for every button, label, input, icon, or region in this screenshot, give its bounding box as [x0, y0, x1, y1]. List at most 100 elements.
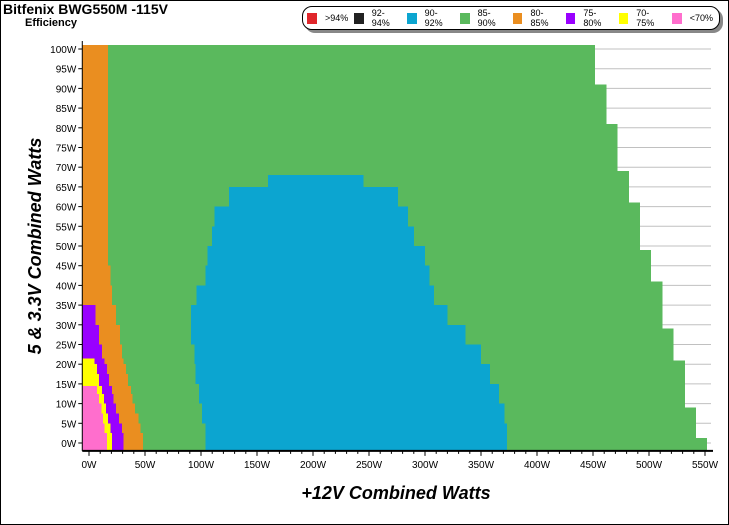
y-tick-label: 80W	[56, 124, 77, 135]
region-75-80	[96, 364, 107, 375]
region-90-92	[212, 226, 414, 246]
region-70-75	[82, 364, 97, 375]
x-tick-label: 150W	[244, 460, 271, 471]
region-90-92	[207, 246, 425, 266]
region-75-80	[82, 324, 100, 345]
y-tick-label: 95W	[56, 65, 77, 76]
region-90-92	[190, 324, 466, 345]
region-70	[82, 385, 97, 394]
x-tick-label: 300W	[412, 460, 439, 471]
region-90-92	[198, 383, 499, 404]
legend-item: 80-85%	[513, 8, 560, 28]
legend-swatch	[565, 12, 576, 24]
x-tick-label: 200W	[300, 460, 327, 471]
legend-item: 70-75%	[618, 8, 666, 28]
legend-item: <70%	[671, 12, 713, 24]
y-tick-label: 60W	[56, 203, 77, 214]
region-70-75	[99, 393, 105, 404]
region-80-85	[82, 45, 109, 266]
legend-swatch	[513, 12, 523, 24]
region-90-92	[268, 175, 364, 187]
region-80-85	[82, 285, 112, 306]
chart-subtitle: Efficiency	[25, 17, 77, 29]
region-70-75	[101, 403, 106, 414]
legend-label: 92-94%	[371, 8, 390, 28]
region-75-80	[104, 393, 114, 404]
legend-swatch	[671, 12, 682, 24]
region-80-85	[111, 385, 131, 394]
y-tick-label: 25W	[56, 341, 77, 352]
legend-swatch	[618, 12, 629, 24]
region-70-75	[104, 423, 111, 434]
x-tick-label: 500W	[636, 460, 663, 471]
x-tick-label: 0W	[82, 460, 98, 471]
chart-title: Bitfenix BWG550M -115V	[3, 1, 168, 17]
y-tick-label: 30W	[56, 321, 77, 332]
y-tick-label: 35W	[56, 301, 77, 312]
region-90-92	[205, 423, 507, 451]
region-90-92	[194, 344, 481, 365]
region-80-85	[82, 265, 111, 286]
region-70-75	[96, 385, 102, 394]
y-tick-label: 70W	[56, 163, 77, 174]
region-70	[82, 403, 102, 414]
region-80-85	[115, 403, 135, 414]
region-75-80	[94, 358, 105, 365]
x-tick-label: 100W	[188, 460, 215, 471]
region-80-85	[123, 433, 143, 451]
legend-item: 92-94%	[354, 8, 401, 28]
y-tick-label: 0W	[61, 439, 77, 450]
region-70-75	[103, 413, 109, 424]
legend-item: >94%	[307, 12, 349, 24]
y-tick-label: 20W	[56, 360, 77, 371]
x-axis-title: +12V Combined Watts	[301, 483, 490, 503]
region-85-90	[82, 45, 596, 85]
region-70-75	[106, 433, 112, 451]
legend-label: 90-92%	[424, 8, 443, 28]
x-tick-label: 50W	[135, 460, 156, 471]
region-85-90	[82, 123, 618, 172]
legend-label: 75-80%	[583, 8, 602, 28]
region-75-80	[105, 403, 116, 414]
y-tick-label: 50W	[56, 242, 77, 253]
region-80-85	[119, 413, 139, 424]
legend-swatch	[460, 12, 470, 24]
region-90-92	[205, 265, 430, 286]
y-tick-label: 100W	[50, 45, 77, 56]
region-75-80	[82, 305, 96, 325]
x-tick-label: 350W	[468, 460, 495, 471]
region-80-85	[99, 324, 120, 345]
region-85-90	[82, 84, 607, 124]
region-90-92	[214, 206, 409, 227]
y-tick-label: 85W	[56, 104, 77, 115]
region-80-85	[104, 358, 124, 365]
legend-label: >94%	[325, 13, 349, 23]
region-80-85	[109, 374, 129, 386]
region-70	[82, 423, 105, 434]
y-tick-label: 90W	[56, 84, 77, 95]
region-70	[82, 413, 103, 424]
legend-item: 85-90%	[460, 8, 507, 28]
y-tick-label: 55W	[56, 222, 77, 233]
region-70-75	[82, 358, 95, 365]
region-90-92	[196, 285, 434, 306]
region-90-92	[195, 364, 490, 384]
legend-label: <70%	[689, 13, 713, 23]
legend-item: 75-80%	[565, 8, 613, 28]
region-80-85	[122, 423, 141, 434]
region-80-85	[95, 305, 116, 325]
legend-swatch	[407, 12, 417, 24]
region-75-80	[99, 374, 110, 386]
y-tick-label: 40W	[56, 281, 77, 292]
region-75-80	[82, 344, 102, 359]
x-tick-label: 400W	[524, 460, 551, 471]
region-80-85	[106, 364, 126, 375]
region-80-85	[113, 393, 133, 404]
region-75-80	[111, 433, 124, 451]
y-tick-label: 10W	[56, 400, 77, 411]
legend-label: 80-85%	[530, 8, 549, 28]
region-70	[82, 433, 107, 451]
y-axis-title: 5 & 3.3V Combined Watts	[25, 138, 45, 355]
region-80-85	[101, 344, 123, 359]
